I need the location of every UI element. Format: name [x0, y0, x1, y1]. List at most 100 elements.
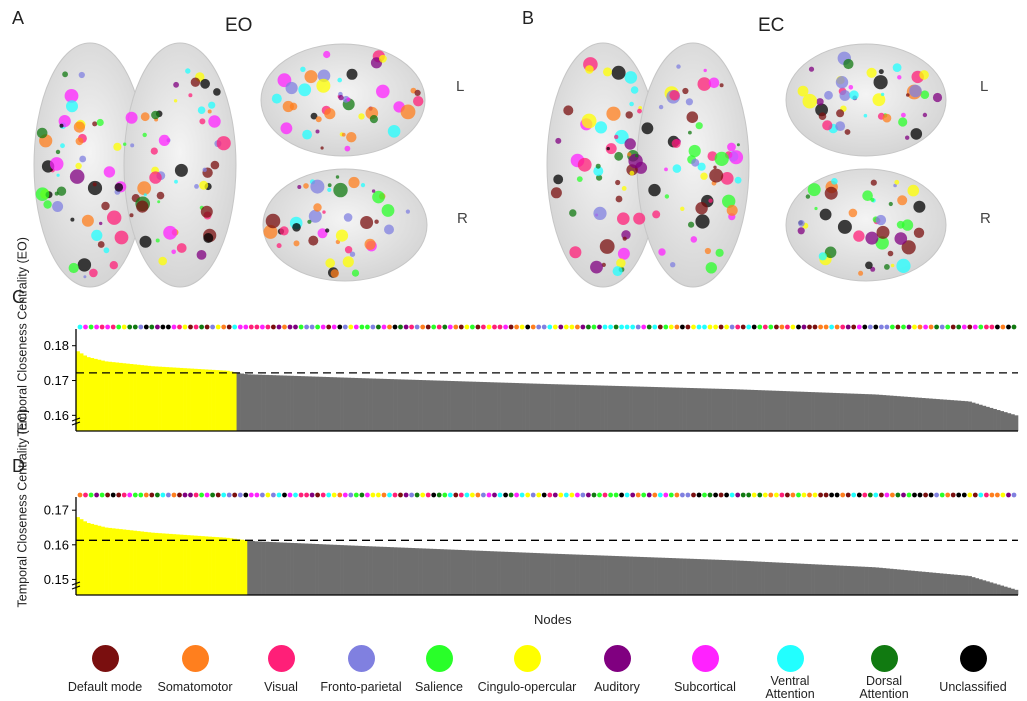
node-dot	[309, 324, 315, 330]
bar	[568, 384, 573, 431]
bar	[379, 546, 384, 595]
bar	[985, 406, 990, 431]
node-dot	[984, 324, 989, 330]
node-dot	[751, 324, 757, 330]
node-dot	[735, 492, 741, 498]
node-dot	[381, 492, 387, 498]
node-dot	[226, 324, 232, 330]
node-dot	[829, 492, 834, 498]
bar	[893, 569, 897, 595]
node-dot	[967, 492, 973, 498]
node-dot	[906, 492, 912, 498]
bar	[850, 566, 855, 595]
bar	[861, 566, 865, 595]
bar	[411, 379, 416, 431]
node-dot	[829, 324, 834, 330]
bar	[439, 549, 444, 595]
bar	[507, 551, 512, 595]
brain-node	[585, 65, 594, 74]
bar	[500, 551, 505, 595]
node-dot	[790, 492, 796, 498]
brain-node	[142, 132, 147, 138]
bar	[768, 390, 773, 431]
bar	[457, 381, 462, 431]
brain-node	[831, 178, 838, 185]
brain-node	[700, 172, 708, 180]
bar	[479, 381, 484, 431]
y-tick-label: 0.16	[44, 408, 69, 423]
bar	[825, 392, 830, 431]
bar	[436, 380, 441, 431]
bar	[675, 387, 680, 431]
brain-node	[576, 176, 583, 183]
bar	[304, 376, 309, 431]
node-dot	[718, 492, 724, 498]
node-dot	[668, 492, 674, 498]
bar	[882, 568, 887, 595]
bar	[543, 383, 548, 431]
bar	[186, 535, 191, 595]
bar	[279, 375, 284, 431]
bar	[1014, 589, 1019, 595]
brain-node	[888, 201, 893, 207]
bar	[807, 564, 812, 595]
bar	[554, 553, 559, 595]
bar	[122, 529, 127, 595]
bar	[329, 377, 334, 431]
brain-node	[697, 77, 712, 91]
bar	[307, 376, 312, 431]
brain-node	[875, 214, 887, 226]
bar	[711, 388, 716, 431]
bar	[900, 396, 905, 431]
bar	[964, 401, 969, 431]
bar	[718, 388, 723, 431]
node-dot	[956, 324, 962, 330]
node-dot	[895, 492, 901, 498]
bar	[161, 366, 166, 431]
bar	[586, 554, 591, 595]
bar	[393, 379, 398, 431]
node-dot	[282, 492, 287, 498]
brain-node	[709, 168, 724, 183]
brain-node	[887, 250, 894, 257]
node-dot	[890, 324, 895, 330]
bar	[311, 543, 316, 595]
node-dot	[420, 324, 426, 330]
node-dot	[359, 492, 365, 498]
node-dot	[663, 324, 669, 330]
brain-node	[913, 227, 925, 238]
bar	[254, 374, 259, 431]
node-dot	[702, 324, 707, 330]
bar	[975, 578, 980, 595]
axis-break	[71, 581, 81, 590]
bar	[793, 563, 798, 595]
brain-node	[414, 89, 421, 96]
node-dot	[143, 324, 149, 330]
bar	[233, 372, 237, 431]
bar	[761, 561, 765, 595]
bar	[818, 392, 823, 431]
bar	[411, 548, 416, 595]
bar	[686, 387, 691, 431]
brain-node	[308, 235, 319, 246]
node-dot	[470, 492, 475, 498]
bar	[486, 382, 491, 431]
node-dot	[121, 324, 127, 330]
brain-node	[670, 262, 676, 268]
node-dot	[320, 324, 326, 330]
bar	[996, 584, 1001, 595]
bar	[721, 559, 726, 595]
brain-node	[163, 225, 178, 240]
brain-node	[844, 129, 851, 135]
bar	[682, 558, 687, 595]
bar	[454, 381, 459, 431]
bar	[996, 410, 1001, 431]
brain-node	[197, 106, 206, 114]
bar	[696, 559, 701, 595]
brain-node	[685, 98, 694, 106]
brain-node	[151, 110, 160, 120]
node-dot	[248, 492, 254, 498]
node-dot	[237, 324, 243, 330]
node-dot	[83, 492, 88, 498]
brain-node	[577, 157, 592, 172]
